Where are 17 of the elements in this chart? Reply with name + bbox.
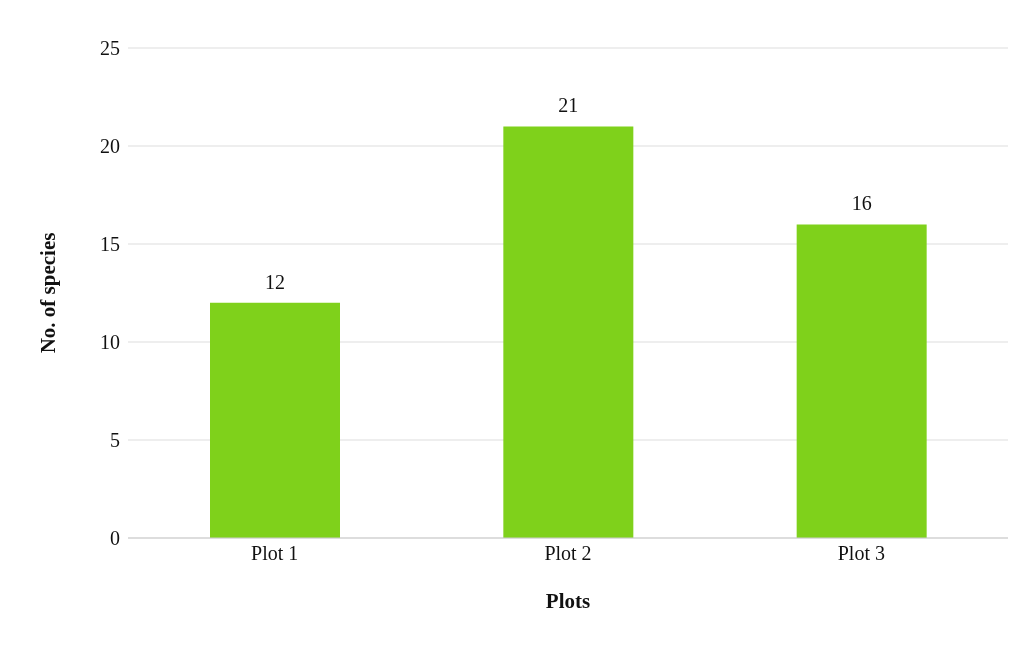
- data-label: 21: [558, 94, 579, 117]
- data-label: 12: [265, 270, 285, 293]
- y-tick-label: 5: [110, 429, 120, 452]
- y-axis-title: No. of species: [36, 232, 61, 354]
- x-axis-title: Plots: [545, 589, 591, 613]
- x-tick-label: Plot 1: [251, 542, 299, 565]
- y-tick-label: 20: [100, 135, 120, 158]
- bar: [210, 302, 340, 538]
- bar: [796, 224, 927, 538]
- x-tick-label: Plot 2: [544, 542, 592, 565]
- y-tick-label: 15: [100, 233, 120, 256]
- y-tick-label: 25: [100, 37, 120, 60]
- data-label: 16: [851, 192, 872, 215]
- y-tick-label: 10: [100, 331, 120, 354]
- bar: [503, 126, 634, 538]
- x-tick-label: Plot 3: [837, 542, 885, 565]
- y-tick-label: 0: [110, 527, 120, 550]
